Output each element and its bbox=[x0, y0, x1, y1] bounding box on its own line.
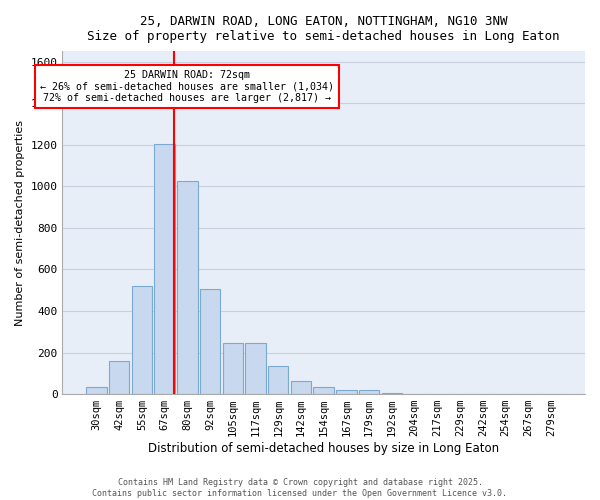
Title: 25, DARWIN ROAD, LONG EATON, NOTTINGHAM, NG10 3NW
Size of property relative to s: 25, DARWIN ROAD, LONG EATON, NOTTINGHAM,… bbox=[88, 15, 560, 43]
Bar bbox=[291, 380, 311, 394]
Bar bbox=[245, 343, 266, 394]
Bar bbox=[336, 390, 356, 394]
Y-axis label: Number of semi-detached properties: Number of semi-detached properties bbox=[15, 120, 25, 326]
Bar bbox=[86, 387, 107, 394]
Bar bbox=[154, 144, 175, 394]
Bar bbox=[313, 387, 334, 394]
Text: Contains HM Land Registry data © Crown copyright and database right 2025.
Contai: Contains HM Land Registry data © Crown c… bbox=[92, 478, 508, 498]
Text: 25 DARWIN ROAD: 72sqm
← 26% of semi-detached houses are smaller (1,034)
72% of s: 25 DARWIN ROAD: 72sqm ← 26% of semi-deta… bbox=[40, 70, 334, 103]
X-axis label: Distribution of semi-detached houses by size in Long Eaton: Distribution of semi-detached houses by … bbox=[148, 442, 499, 455]
Bar bbox=[268, 366, 289, 394]
Bar bbox=[200, 289, 220, 394]
Bar bbox=[177, 181, 197, 394]
Bar bbox=[359, 390, 379, 394]
Bar bbox=[131, 286, 152, 394]
Bar bbox=[382, 393, 402, 394]
Bar bbox=[223, 343, 243, 394]
Bar bbox=[109, 362, 130, 394]
